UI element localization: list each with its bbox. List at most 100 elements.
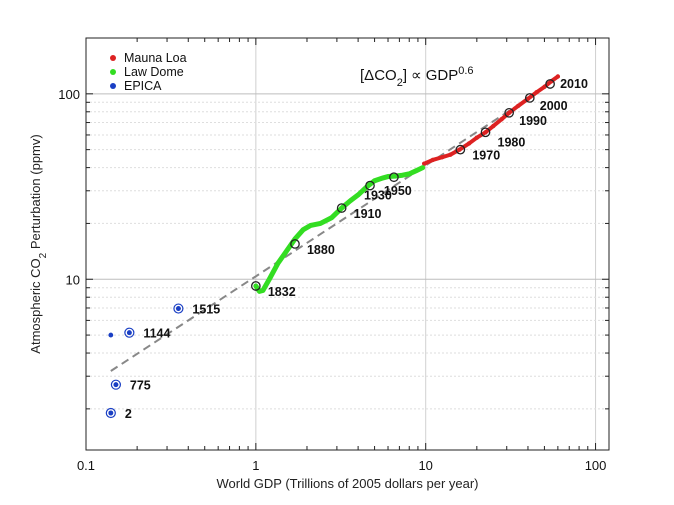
year-marker-1990: 1990 bbox=[504, 107, 547, 128]
fit-line bbox=[110, 95, 533, 372]
data-point bbox=[329, 215, 335, 220]
x-tick-label: 1 bbox=[252, 458, 259, 473]
formula-prop: ∝ bbox=[411, 67, 422, 84]
axis-ticks: 0.1 1 10 100 10 100 bbox=[58, 37, 609, 473]
y-axis-label-pre: Atmospheric CO bbox=[28, 258, 43, 353]
data-point bbox=[392, 173, 398, 179]
data-point bbox=[318, 221, 323, 226]
data-point bbox=[339, 205, 344, 211]
data-point bbox=[506, 110, 512, 116]
formula-close: ] bbox=[403, 67, 407, 84]
year-label: 1515 bbox=[192, 303, 220, 317]
legend-label: EPICA bbox=[124, 79, 162, 93]
y-axis-label-sub: 2 bbox=[38, 252, 49, 258]
plot-frame bbox=[85, 37, 610, 451]
year-label: 1980 bbox=[498, 135, 526, 149]
year-marker-1950: 1950 bbox=[384, 172, 412, 198]
marker-ring bbox=[124, 327, 135, 338]
year-marker-2010: 2010 bbox=[545, 77, 588, 91]
marker-ring bbox=[480, 127, 491, 138]
x-tick-label: 10 bbox=[418, 458, 432, 473]
formula-open: [ bbox=[360, 67, 365, 84]
marker-ring bbox=[290, 239, 300, 249]
year-label: 1832 bbox=[268, 285, 296, 299]
y-axis-label-post: Perturbation (ppmv) bbox=[28, 134, 43, 253]
data-point bbox=[525, 96, 531, 102]
legend-label: Law Dome bbox=[124, 65, 184, 79]
marker-ring bbox=[105, 407, 116, 419]
data-point bbox=[108, 332, 114, 338]
x-tick-label: 100 bbox=[585, 458, 607, 473]
data-point bbox=[414, 168, 419, 173]
fit-line-group bbox=[110, 95, 533, 372]
data-point bbox=[260, 288, 266, 293]
formula-gdp: GDP bbox=[426, 67, 459, 84]
data-point bbox=[422, 161, 427, 166]
marker-dot bbox=[108, 410, 114, 416]
formula-co: CO bbox=[374, 67, 397, 84]
legend-label: Mauna Loa bbox=[124, 51, 187, 65]
data-point bbox=[439, 155, 445, 160]
x-axis-label: World GDP (Trillions of 2005 dollars per… bbox=[216, 476, 478, 491]
legend-swatch bbox=[110, 69, 116, 75]
data-point bbox=[466, 141, 472, 146]
marker-dot bbox=[176, 306, 181, 311]
year-marker-1832: 1832 bbox=[251, 281, 296, 299]
data-point bbox=[499, 116, 504, 122]
data-point bbox=[534, 90, 539, 95]
year-marker-2000: 2000 bbox=[524, 93, 568, 113]
legend-swatch bbox=[110, 83, 116, 89]
data-point bbox=[283, 249, 288, 255]
marker-dot bbox=[113, 382, 119, 388]
year-label: 2 bbox=[125, 407, 132, 421]
year-marker-1970: 1970 bbox=[455, 144, 500, 163]
data-point bbox=[300, 227, 306, 232]
marker-ring bbox=[251, 281, 261, 291]
year-marker-775: 775 bbox=[110, 379, 151, 393]
y-axis-label: Atmospheric CO2 Perturbation (ppmv) bbox=[28, 134, 49, 353]
data-point bbox=[474, 135, 480, 140]
formula-delta: Δ bbox=[364, 67, 374, 84]
marker-ring bbox=[173, 303, 184, 314]
data-point bbox=[379, 176, 384, 181]
data-point bbox=[448, 152, 453, 157]
data-point bbox=[491, 123, 496, 129]
data-point bbox=[420, 165, 425, 170]
series-group bbox=[108, 74, 561, 416]
data-point bbox=[407, 171, 412, 177]
data-point bbox=[267, 277, 272, 282]
marker-ring bbox=[365, 180, 375, 191]
data-point bbox=[555, 74, 561, 79]
legend-item-law-dome: Law Dome bbox=[110, 65, 184, 79]
y-tick-label: 10 bbox=[66, 272, 80, 287]
grid-lines bbox=[86, 38, 609, 450]
year-label: 1950 bbox=[384, 184, 412, 198]
data-point bbox=[372, 178, 377, 183]
legend-item-epica: EPICA bbox=[110, 79, 162, 93]
year-marker-1880: 1880 bbox=[290, 239, 335, 257]
year-marker-1910: 1910 bbox=[336, 203, 382, 221]
year-label: 2010 bbox=[560, 77, 588, 91]
y-tick-label: 100 bbox=[58, 87, 80, 102]
marker-ring bbox=[545, 79, 555, 89]
marker-ring bbox=[455, 144, 466, 155]
marker-dot bbox=[126, 330, 132, 336]
marker-ring bbox=[524, 93, 535, 103]
year-label: 1990 bbox=[519, 114, 547, 128]
data-point bbox=[348, 198, 353, 203]
data-point bbox=[457, 147, 462, 152]
data-point bbox=[430, 157, 435, 163]
data-point bbox=[257, 289, 262, 294]
data-point bbox=[308, 223, 313, 228]
x-tick-label: 0.1 bbox=[77, 458, 95, 473]
year-label: 1930 bbox=[364, 189, 392, 203]
data-point bbox=[515, 103, 521, 109]
legend-item-mauna-loa: Mauna Loa bbox=[110, 51, 187, 65]
data-point bbox=[275, 261, 281, 266]
data-point bbox=[542, 84, 547, 90]
year-label: 1970 bbox=[472, 149, 500, 163]
data-point bbox=[253, 283, 259, 289]
